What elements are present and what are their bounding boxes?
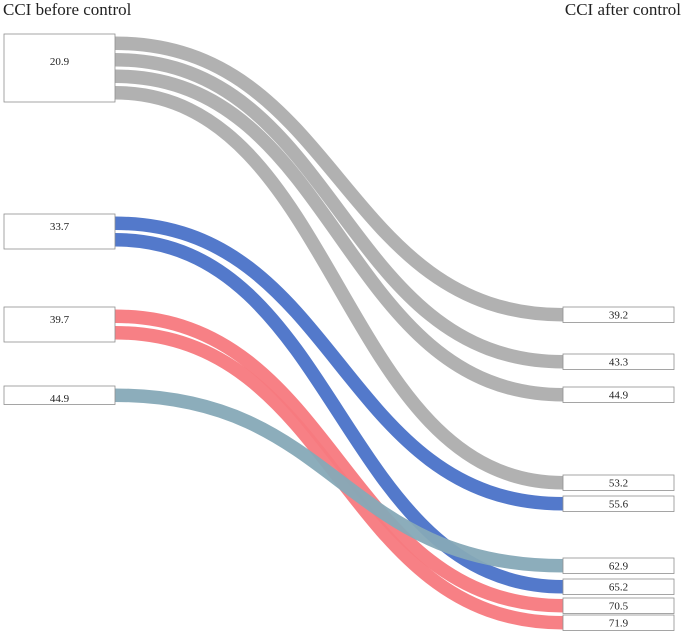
target-node-box <box>562 614 675 631</box>
target-node-box <box>562 597 675 614</box>
link-20.9-to-39.2 <box>114 36 564 322</box>
right-axis-title: CCI after control <box>564 0 681 19</box>
target-node-box <box>562 474 675 491</box>
nodes-layer: 20.9 33.7 39.7 44.9 39.2 43.3 44.9 53.2 55.6 62.9… <box>3 33 675 631</box>
link-33.7-to-55.6 <box>114 216 564 511</box>
source-node-label: 20.9 <box>50 56 70 68</box>
target-node-label: 65.2 <box>609 582 628 594</box>
link-33.7-to-65.2 <box>114 233 564 594</box>
target-node-box <box>562 353 675 370</box>
target-node-label: 39.2 <box>609 310 628 322</box>
links-layer <box>114 36 564 630</box>
target-node-label: 70.5 <box>609 601 629 613</box>
link-20.9-to-43.3 <box>114 53 564 369</box>
source-node-box <box>3 385 116 405</box>
link-20.9-to-53.2 <box>114 86 564 490</box>
target-node-label: 43.3 <box>609 357 629 369</box>
target-node-label: 62.9 <box>609 561 629 573</box>
target-node-label: 53.2 <box>609 478 628 490</box>
left-axis-title: CCI before control <box>3 0 132 19</box>
target-node-box <box>562 386 675 403</box>
source-node-label: 39.7 <box>50 314 70 326</box>
link-39.7-to-70.5 <box>114 309 564 613</box>
source-node-box <box>3 213 116 250</box>
target-node-box <box>562 495 675 512</box>
target-node-label: 55.6 <box>609 499 629 511</box>
source-node-label: 44.9 <box>50 393 70 405</box>
target-node-box <box>562 578 675 595</box>
source-node-label: 33.7 <box>50 221 70 233</box>
link-44.9-to-62.9 <box>114 388 564 573</box>
link-20.9-to-44.9 <box>114 69 564 402</box>
source-node-box <box>3 33 116 103</box>
target-node-box <box>562 557 675 574</box>
source-node-box <box>3 306 116 343</box>
target-node-label: 44.9 <box>609 390 629 402</box>
target-node-label: 71.9 <box>609 618 629 630</box>
target-node-box <box>562 306 675 323</box>
